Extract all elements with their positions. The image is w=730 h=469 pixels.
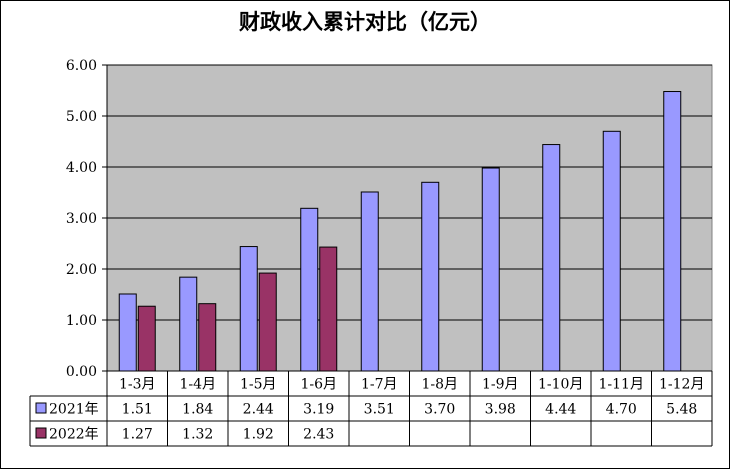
chart-title: 财政收入累计对比（亿元） <box>239 9 491 34</box>
y-tick-label: 1.00 <box>66 313 97 329</box>
data-label: 1.51 <box>122 402 153 418</box>
bar <box>319 246 338 372</box>
data-label: 3.19 <box>303 402 334 418</box>
data-label: 2.44 <box>243 402 274 418</box>
y-tick-label: 0.00 <box>66 364 97 380</box>
bar <box>481 167 500 372</box>
bar <box>179 276 198 372</box>
data-label: 1.32 <box>182 427 213 443</box>
data-label: 1.92 <box>243 427 274 443</box>
x-tick-label: 1-11月 <box>599 377 644 393</box>
x-tick-label: 1-8月 <box>421 377 458 393</box>
y-tick-label: 6.00 <box>66 58 97 74</box>
bar <box>137 305 156 372</box>
data-label: 1.84 <box>182 402 213 418</box>
data-label: 3.51 <box>364 402 395 418</box>
x-tick-label: 1-4月 <box>179 377 216 393</box>
y-tick-label: 4.00 <box>66 160 97 176</box>
x-tick-label: 1-12月 <box>659 377 704 393</box>
bar <box>258 272 277 372</box>
data-label: 5.48 <box>666 402 697 418</box>
legend-swatch <box>35 427 47 439</box>
x-tick-label: 1-9月 <box>482 377 519 393</box>
legend-label: 2021年 <box>49 402 99 418</box>
x-tick-label: 1-5月 <box>240 377 277 393</box>
x-tick-label: 1-7月 <box>361 377 398 393</box>
x-tick-label: 1-10月 <box>538 377 583 393</box>
bar <box>542 144 561 372</box>
y-tick-label: 3.00 <box>66 211 97 227</box>
x-tick-label: 1-6月 <box>300 377 337 393</box>
bar <box>602 130 621 372</box>
bar <box>663 91 682 372</box>
legend-label: 2022年 <box>49 427 99 443</box>
data-label: 1.27 <box>122 427 153 443</box>
data-label: 4.70 <box>606 402 637 418</box>
bar <box>360 191 379 372</box>
data-label: 3.98 <box>485 402 516 418</box>
legend-swatch <box>35 402 47 414</box>
data-label: 2.43 <box>303 427 334 443</box>
bar <box>421 181 440 372</box>
bar <box>118 293 137 372</box>
data-label: 4.44 <box>545 402 576 418</box>
y-tick-label: 2.00 <box>66 262 97 278</box>
y-tick-label: 5.00 <box>66 109 97 125</box>
x-tick-label: 1-3月 <box>119 377 156 393</box>
bar <box>239 246 258 372</box>
bar <box>198 303 217 372</box>
bar <box>300 207 319 372</box>
data-label: 3.70 <box>424 402 455 418</box>
